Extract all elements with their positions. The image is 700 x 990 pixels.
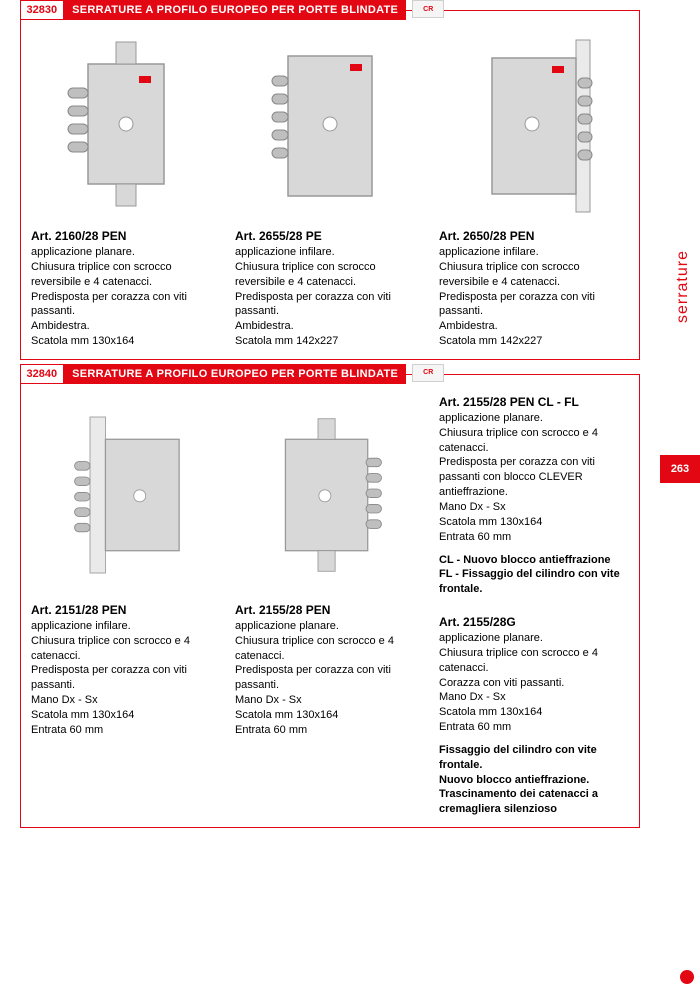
- article-description: applicazione planare. Chiusura triplice …: [439, 631, 629, 735]
- section-title: SERRATURE A PROFILO EUROPEO PER PORTE BL…: [64, 0, 406, 20]
- product-item: Art. 2655/28 PE applicazione infilare. C…: [235, 31, 425, 349]
- section-header: 32830 SERRATURE A PROFILO EUROPEO PER PO…: [20, 0, 445, 20]
- section-code: 32830: [20, 0, 65, 20]
- section-code: 32840: [20, 364, 65, 384]
- brand-logo: CR: [412, 0, 444, 18]
- product-image: [235, 31, 425, 221]
- lock-icon: [270, 36, 390, 216]
- lock-icon: [66, 405, 186, 585]
- corner-badge-icon: [680, 970, 694, 984]
- product-image: [31, 395, 221, 595]
- article-description: applicazione planare. Chiusura triplice …: [31, 245, 221, 349]
- product-item: Art. 2151/28 PEN applicazione infilare. …: [31, 395, 221, 817]
- article-note: Fissaggio del cilindro con vite frontale…: [439, 743, 629, 817]
- article-code: Art. 2650/28 PEN: [439, 229, 629, 243]
- article-description: applicazione infilare. Chiusura triplice…: [235, 245, 425, 349]
- lock-icon: [270, 405, 390, 585]
- side-tab: serrature: [660, 0, 700, 990]
- article-note: CL - Nuovo blocco antieffrazione FL - Fi…: [439, 553, 629, 598]
- article-code: Art. 2155/28G: [439, 615, 629, 629]
- lock-icon: [474, 36, 594, 216]
- article-code: Art. 2655/28 PE: [235, 229, 425, 243]
- page-number: 263: [660, 455, 700, 483]
- lock-icon: [66, 36, 186, 216]
- side-category-label: serrature: [674, 250, 692, 323]
- article-code: Art. 2160/28 PEN: [31, 229, 221, 243]
- catalog-page: 32830 SERRATURE A PROFILO EUROPEO PER PO…: [0, 0, 700, 990]
- product-image: [439, 31, 629, 221]
- product-image: [235, 395, 425, 595]
- article-code: Art. 2151/28 PEN: [31, 603, 221, 617]
- section-title: SERRATURE A PROFILO EUROPEO PER PORTE BL…: [64, 364, 406, 384]
- article-description: applicazione planare. Chiusura triplice …: [235, 619, 425, 738]
- product-text-column: Art. 2155/28 PEN CL - FL applicazione pl…: [439, 395, 629, 817]
- product-item: Art. 2160/28 PEN applicazione planare. C…: [31, 31, 221, 349]
- product-item: Art. 2650/28 PEN applicazione infilare. …: [439, 31, 629, 349]
- product-image: [31, 31, 221, 221]
- section-32840: 32840 SERRATURE A PROFILO EUROPEO PER PO…: [20, 374, 640, 828]
- product-item: Art. 2155/28 PEN applicazione planare. C…: [235, 395, 425, 817]
- section-32830: 32830 SERRATURE A PROFILO EUROPEO PER PO…: [20, 10, 640, 360]
- article-description: applicazione infilare. Chiusura triplice…: [31, 619, 221, 738]
- article-description: applicazione infilare. Chiusura triplice…: [439, 245, 629, 349]
- product-row: Art. 2160/28 PEN applicazione planare. C…: [31, 31, 629, 349]
- article-code: Art. 2155/28 PEN: [235, 603, 425, 617]
- section-header: 32840 SERRATURE A PROFILO EUROPEO PER PO…: [20, 364, 445, 384]
- product-row: Art. 2151/28 PEN applicazione infilare. …: [31, 395, 629, 817]
- article-description: applicazione planare. Chiusura triplice …: [439, 411, 629, 545]
- brand-logo: CR: [412, 364, 444, 382]
- article-code: Art. 2155/28 PEN CL - FL: [439, 395, 629, 409]
